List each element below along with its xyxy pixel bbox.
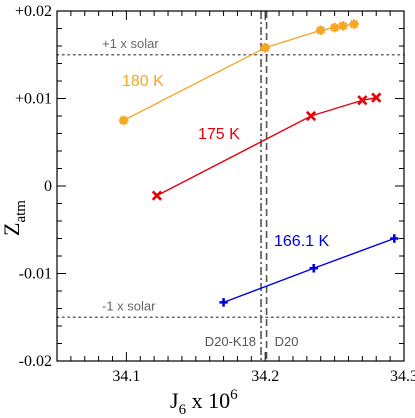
data-point [305,110,317,122]
axes-layer [56,10,405,362]
series-label: 175 K [198,126,240,143]
series-line [156,96,377,197]
data-point [371,92,382,103]
data-point [151,190,163,201]
y-axis-title: Zatm [0,200,29,236]
data-point [338,21,348,31]
data-point [118,115,129,126]
x-tick-label: 34.1 [112,368,140,385]
y-tick-label: 0 [44,178,52,195]
solar-reference-label: -1 x solar [102,298,156,313]
series-layer [118,19,399,307]
series-label: 166.1 K [274,233,329,250]
reference-lines [56,11,405,361]
x-tick-label: 34.3 [390,368,415,385]
series [219,234,399,307]
series [151,92,382,201]
y-tick-label: +0.01 [15,91,52,108]
solar-reference-label: +1 x solar [102,36,159,51]
model-reference-label: D20-K18 [205,334,256,349]
series [118,19,359,126]
data-point [309,264,318,273]
y-tick-label: +0.02 [15,3,52,20]
data-point [329,22,340,33]
labels-layer: +1 x solar -1 x solar D20-K18 D20 180 K 175 K… [0,3,415,418]
data-point [260,42,270,53]
y-tick-label: -0.02 [19,353,52,370]
x-axis-title: J6 x 106 [170,387,238,418]
data-point [315,25,326,36]
data-point [349,19,359,29]
data-point [390,234,399,243]
x-tick-label: 34.2 [251,368,279,385]
series-label: 180 K [122,73,164,90]
y-tick-label: -0.01 [19,266,52,283]
model-reference-label: D20 [275,334,299,349]
data-point [219,298,228,307]
data-point [357,95,368,106]
